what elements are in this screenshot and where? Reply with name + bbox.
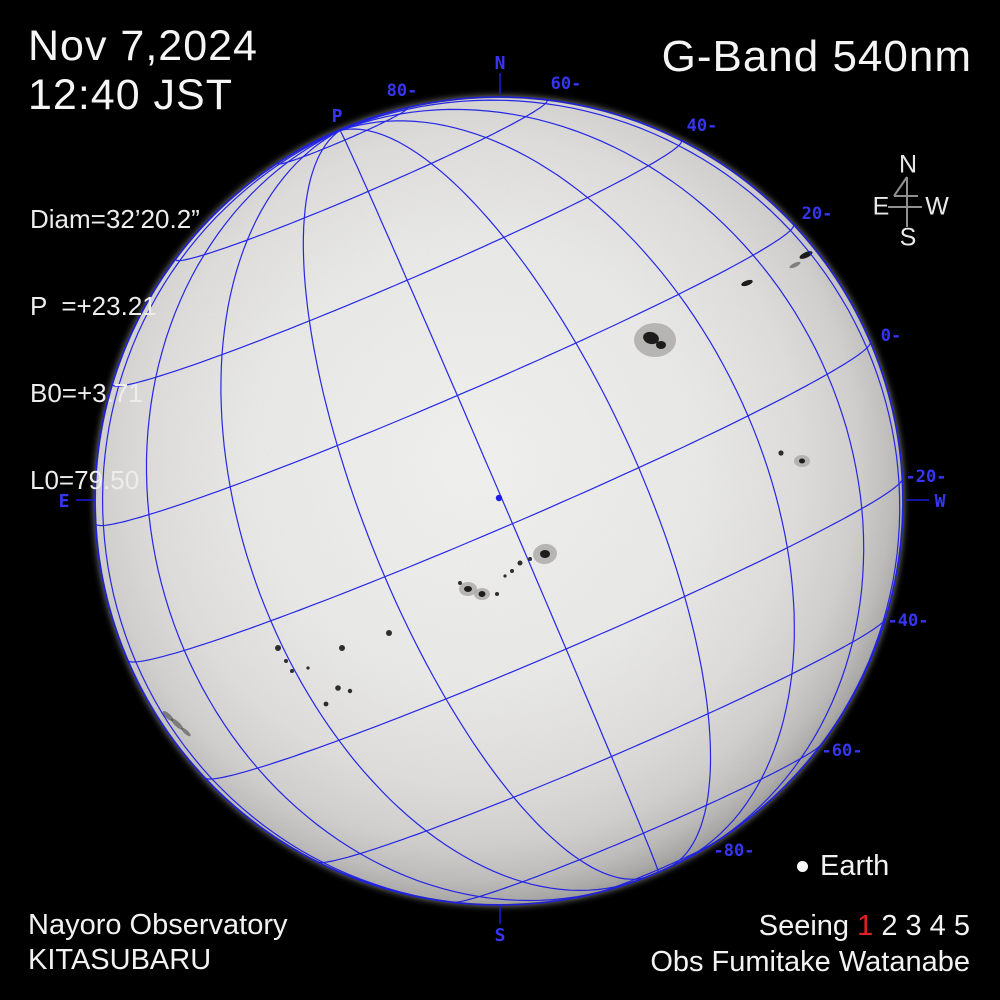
sunspot-pore [517, 560, 523, 566]
sunspot-pore [323, 701, 329, 707]
limb-circle [94, 96, 904, 906]
orientation-label: E [59, 491, 70, 512]
graticule-parallel [453, 744, 822, 903]
latitude-label: 40- [687, 116, 718, 136]
earth-dot-icon [797, 861, 808, 872]
sunspot [656, 341, 666, 349]
latitude-label: 20- [802, 204, 833, 224]
sunspot-pore [306, 666, 310, 670]
graticule-meridian [145, 129, 613, 902]
band-title: G-Band 540nm [661, 32, 972, 81]
orientation-label: N [495, 53, 506, 74]
graticule-meridian [101, 129, 525, 906]
grid-labels: 80- 60-40-20-0--20--40--60--80-NSE WP [59, 53, 947, 946]
graticule-parallel [277, 107, 408, 165]
compass-west-label: W [925, 192, 949, 221]
compass-arrow-icon [888, 176, 922, 227]
sunspot [799, 458, 805, 464]
observation-time: 12:40 JST [28, 71, 233, 119]
compass-north-label: N [898, 150, 918, 179]
sunspot-streak [789, 261, 801, 269]
graticule-meridian [220, 129, 634, 892]
observation-date: Nov 7,2024 [28, 22, 258, 70]
seeing-selected-value: 1 [857, 910, 874, 942]
graticule-parallel [111, 139, 683, 387]
disk-center-dot [495, 494, 503, 502]
sunspot-streak [162, 710, 174, 722]
sun-diameter-value: Diam=32’20.2” [30, 204, 200, 234]
ephemeris-block: Diam=32’20.2” P =+23.21 B0=+3.71 L0=79.5… [30, 147, 200, 553]
sunspot-pore [386, 630, 392, 636]
sunspot [741, 279, 753, 287]
compass-line [893, 176, 908, 197]
graticule-meridian [339, 99, 901, 788]
latitude-label: -60- [822, 741, 863, 761]
sunspot-streak [181, 727, 191, 737]
sunspot-pore [495, 592, 499, 596]
compass-south-label: S [899, 223, 917, 252]
heliographic-grid [76, 73, 929, 924]
l0-angle-value: L0=79.50 [30, 465, 140, 495]
observer-name: Obs Fumitake Watanabe [650, 946, 970, 978]
graticule-meridian [302, 130, 650, 880]
graticule-meridian [339, 108, 865, 851]
graticule-meridian [339, 120, 795, 862]
sunspot-pore [347, 688, 353, 694]
graticule-parallel [317, 618, 886, 864]
graticule-parallel [204, 478, 903, 780]
observatory-block: Nayoro Observatory KITASUBARU [28, 908, 288, 978]
observer-block: Seeing 1 2 3 4 5 Obs Fumitake Watanabe [650, 908, 970, 980]
latitude-label: -20- [906, 467, 947, 487]
sunspot [540, 550, 550, 558]
p-angle-value: P =+23.21 [30, 291, 157, 321]
sunspot-pore [275, 645, 281, 651]
earth-label: Earth [820, 850, 890, 882]
earth-legend: Earth [797, 850, 889, 883]
seeing-label: Seeing [758, 910, 850, 942]
seeing-scale: Seeing 1 2 3 4 5 [650, 908, 970, 944]
latitude-label: 60- [551, 74, 582, 94]
orientation-label: S [495, 925, 506, 946]
orientation-label: P [332, 106, 343, 127]
sunspot-pore [503, 574, 507, 578]
graticule-meridian [339, 128, 712, 869]
sunspot [464, 586, 472, 592]
sunspot [643, 331, 659, 345]
sunspot-pore [335, 685, 341, 691]
sunspot-groups [162, 251, 813, 737]
telescope-name: KITASUBARU [28, 944, 212, 976]
graticule-parallel [175, 99, 548, 262]
graticule-parallel [95, 224, 795, 527]
compass-east-label: E [872, 192, 890, 221]
graticule-meridian [339, 130, 659, 873]
sunspot-pore [510, 569, 514, 573]
sunspot-pore [778, 450, 784, 456]
date-time-block: Nov 7,2024 12:40 JST [28, 22, 258, 120]
sunspot [478, 591, 486, 597]
observatory-name: Nayoro Observatory [28, 909, 288, 941]
b0-angle-value: B0=+3.71 [30, 378, 143, 408]
sunspot-pore [339, 645, 345, 651]
latitude-label: 80- [387, 81, 418, 101]
latitude-label: 0- [881, 326, 901, 346]
sunspot-pore [284, 659, 288, 663]
sunspot-pore [290, 669, 294, 673]
latitude-label: -80- [714, 841, 755, 861]
sunspot-pore [528, 557, 532, 561]
sunspot-pore [458, 581, 462, 585]
latitude-label: -40- [888, 611, 929, 631]
graticule-parallel [128, 342, 871, 663]
seeing-scale-values: 2 3 4 5 [881, 910, 970, 942]
orientation-label: W [935, 491, 946, 512]
sunspot-streak [170, 718, 184, 730]
